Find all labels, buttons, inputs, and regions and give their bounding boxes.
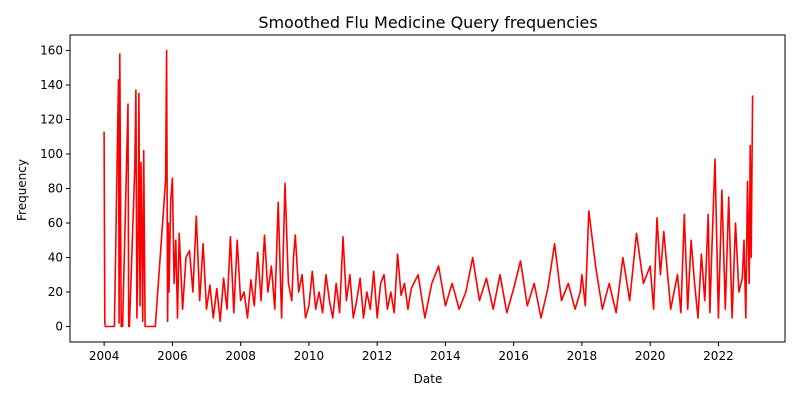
y-tick-label: 160 [40,44,63,58]
x-tick-label: 2016 [498,349,529,363]
x-axis-label: Date [414,372,443,386]
y-tick-label: 0 [55,319,63,333]
y-axis-label: Frequency [15,159,29,221]
plot-area [69,34,786,343]
y-tick-label: 100 [40,147,63,161]
x-tick-label: 2010 [294,349,325,363]
y-tick-label: 20 [48,285,63,299]
y-tick-label: 120 [40,113,63,127]
chart-title: Smoothed Flu Medicine Query frequencies [258,13,597,32]
x-tick-label: 2014 [430,349,461,363]
x-tick-label: 2018 [567,349,598,363]
x-tick-label: 2004 [89,349,120,363]
x-axis: 2004 2006 2008 2010 2012 2014 2016 2018 2020 2022 [89,342,734,363]
x-tick-label: 2012 [362,349,393,363]
x-tick-label: 2022 [703,349,734,363]
x-tick-label: 2006 [157,349,188,363]
x-tick-label: 2008 [225,349,256,363]
x-tick-label: 2020 [635,349,666,363]
series-line-0 [103,49,754,328]
y-tick-label: 140 [40,78,63,92]
y-tick-label: 80 [48,182,63,196]
y-tick-label: 60 [48,216,63,230]
y-tick-label: 40 [48,250,63,264]
series-layer [103,49,754,328]
y-axis: 0 20 40 60 80 100 120 140 160 [40,44,70,333]
